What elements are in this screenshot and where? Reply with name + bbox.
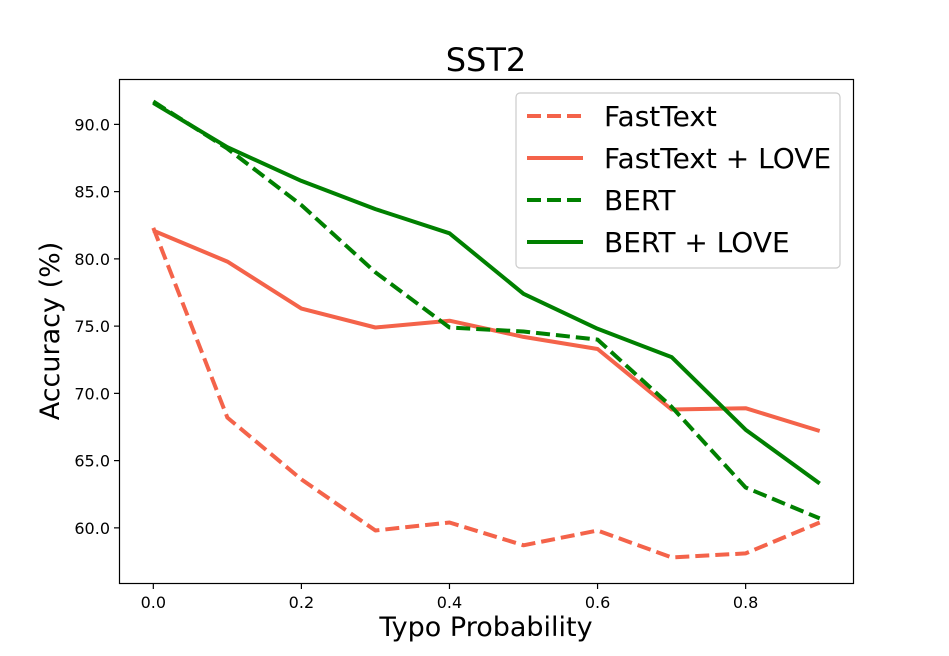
y-tick-label: 70.0 [74,384,110,403]
y-axis-ticks: 60.0 65.0 70.0 75.0 80.0 85.0 90.0 [74,115,120,538]
y-tick-label: 90.0 [74,115,110,134]
legend-label-fasttext-love: FastText + LOVE [604,142,831,175]
x-axis-label: Typo Probability [378,612,592,643]
x-tick-label: 0.2 [289,593,314,612]
y-tick-label: 75.0 [74,317,110,336]
x-tick-label: 0.4 [437,593,462,612]
x-tick-label: 0.6 [585,593,610,612]
plot-frame [118,78,855,585]
y-tick-label: 65.0 [74,452,110,471]
legend-label-bert-love: BERT + LOVE [604,226,790,259]
chart-title: SST2 [446,41,527,79]
legend-box [515,92,841,269]
x-tick-label: 0.0 [141,593,166,612]
y-tick-label: 60.0 [74,519,110,538]
legend-label-bert: BERT [604,184,676,217]
series-line-bert [152,99,821,521]
series-line-fasttext [151,227,821,560]
x-tick-label: 0.8 [733,593,758,612]
y-tick-label: 80.0 [74,250,110,269]
y-axis-label: Accuracy (%) [35,242,66,421]
x-axis-ticks: 0.0 0.2 0.4 0.6 0.8 [141,583,758,612]
y-tick-label: 85.0 [74,183,110,202]
legend: FastText FastText + LOVE BERT BERT + LOVE [515,92,841,269]
series-line-bert-love [152,101,821,486]
legend-label-fasttext: FastText [604,100,717,133]
plot-lines [151,99,821,560]
